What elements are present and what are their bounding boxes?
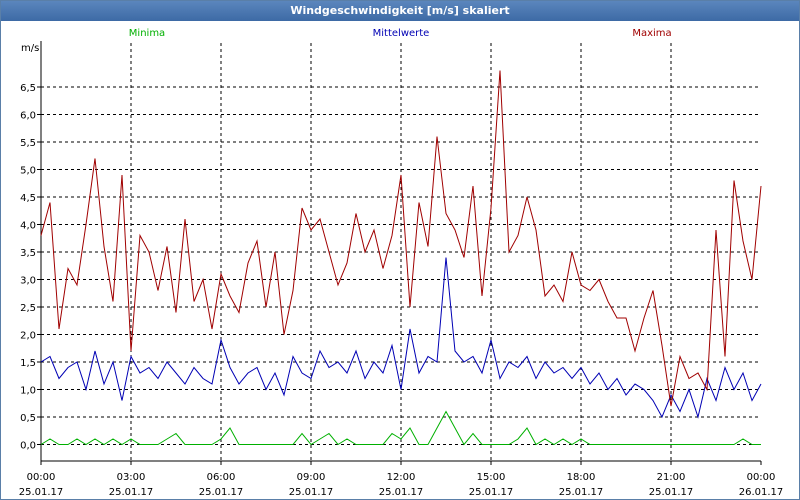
y-tick-label: 5,5 <box>20 138 36 149</box>
x-tick-date-label: 25.01.17 <box>559 487 604 498</box>
x-tick-time-label: 12:00 <box>387 472 416 483</box>
y-tick-label: 6,5 <box>20 83 36 94</box>
x-tick-time-label: 18:00 <box>567 472 596 483</box>
y-tick-label: 3,5 <box>20 248 36 259</box>
legend-mittelwerte: Mittelwerte <box>373 28 430 39</box>
x-tick-date-label: 25.01.17 <box>379 487 424 498</box>
y-axis-label: m/s <box>21 43 39 54</box>
y-tick-label: 0,0 <box>20 441 36 452</box>
x-tick-time-label: 06:00 <box>207 472 236 483</box>
x-tick-time-label: 03:00 <box>117 472 146 483</box>
x-tick-time-label: 15:00 <box>477 472 506 483</box>
x-tick-time-label: 09:00 <box>297 472 326 483</box>
y-tick-label: 5,0 <box>20 166 36 177</box>
y-tick-label: 4,0 <box>20 221 36 232</box>
x-tick-time-label: 00:00 <box>747 472 776 483</box>
x-tick-date-label: 25.01.17 <box>289 487 334 498</box>
x-tick-date-label: 25.01.17 <box>469 487 514 498</box>
legend-minima: Minima <box>129 28 165 39</box>
y-tick-label: 2,0 <box>20 331 36 342</box>
y-tick-label: 1,0 <box>20 386 36 397</box>
labels: m/s Minima Mittelwerte Maxima 0,0 0,5 1,0 1… <box>19 28 784 498</box>
axes <box>37 41 762 465</box>
series-line-minima <box>40 410 761 446</box>
legend-maxima: Maxima <box>632 28 671 39</box>
x-tick-date-label: 25.01.17 <box>19 487 64 498</box>
series-line-maxima <box>40 70 762 407</box>
x-tick-date-label: 25.01.17 <box>109 487 154 498</box>
y-tick-label: 2,5 <box>20 303 36 314</box>
y-tick-label: 4,5 <box>20 193 36 204</box>
y-tick-label: 6,0 <box>20 111 36 122</box>
grid <box>41 43 761 461</box>
series-group <box>40 70 762 446</box>
x-tick-date-label: 25.01.17 <box>649 487 694 498</box>
window-title: Windgeschwindigkeit [m/s] skaliert <box>1 1 799 21</box>
x-tick-date-label: 26.01.17 <box>739 487 784 498</box>
y-tick-label: 0,5 <box>20 413 36 424</box>
y-tick-label: 1,5 <box>20 358 36 369</box>
x-tick-time-label: 21:00 <box>657 472 686 483</box>
series-line-mittelwerte <box>40 257 762 419</box>
y-tick-label: 3,0 <box>20 276 36 287</box>
x-tick-date-label: 25.01.17 <box>199 487 244 498</box>
x-tick-time-label: 00:00 <box>27 472 56 483</box>
